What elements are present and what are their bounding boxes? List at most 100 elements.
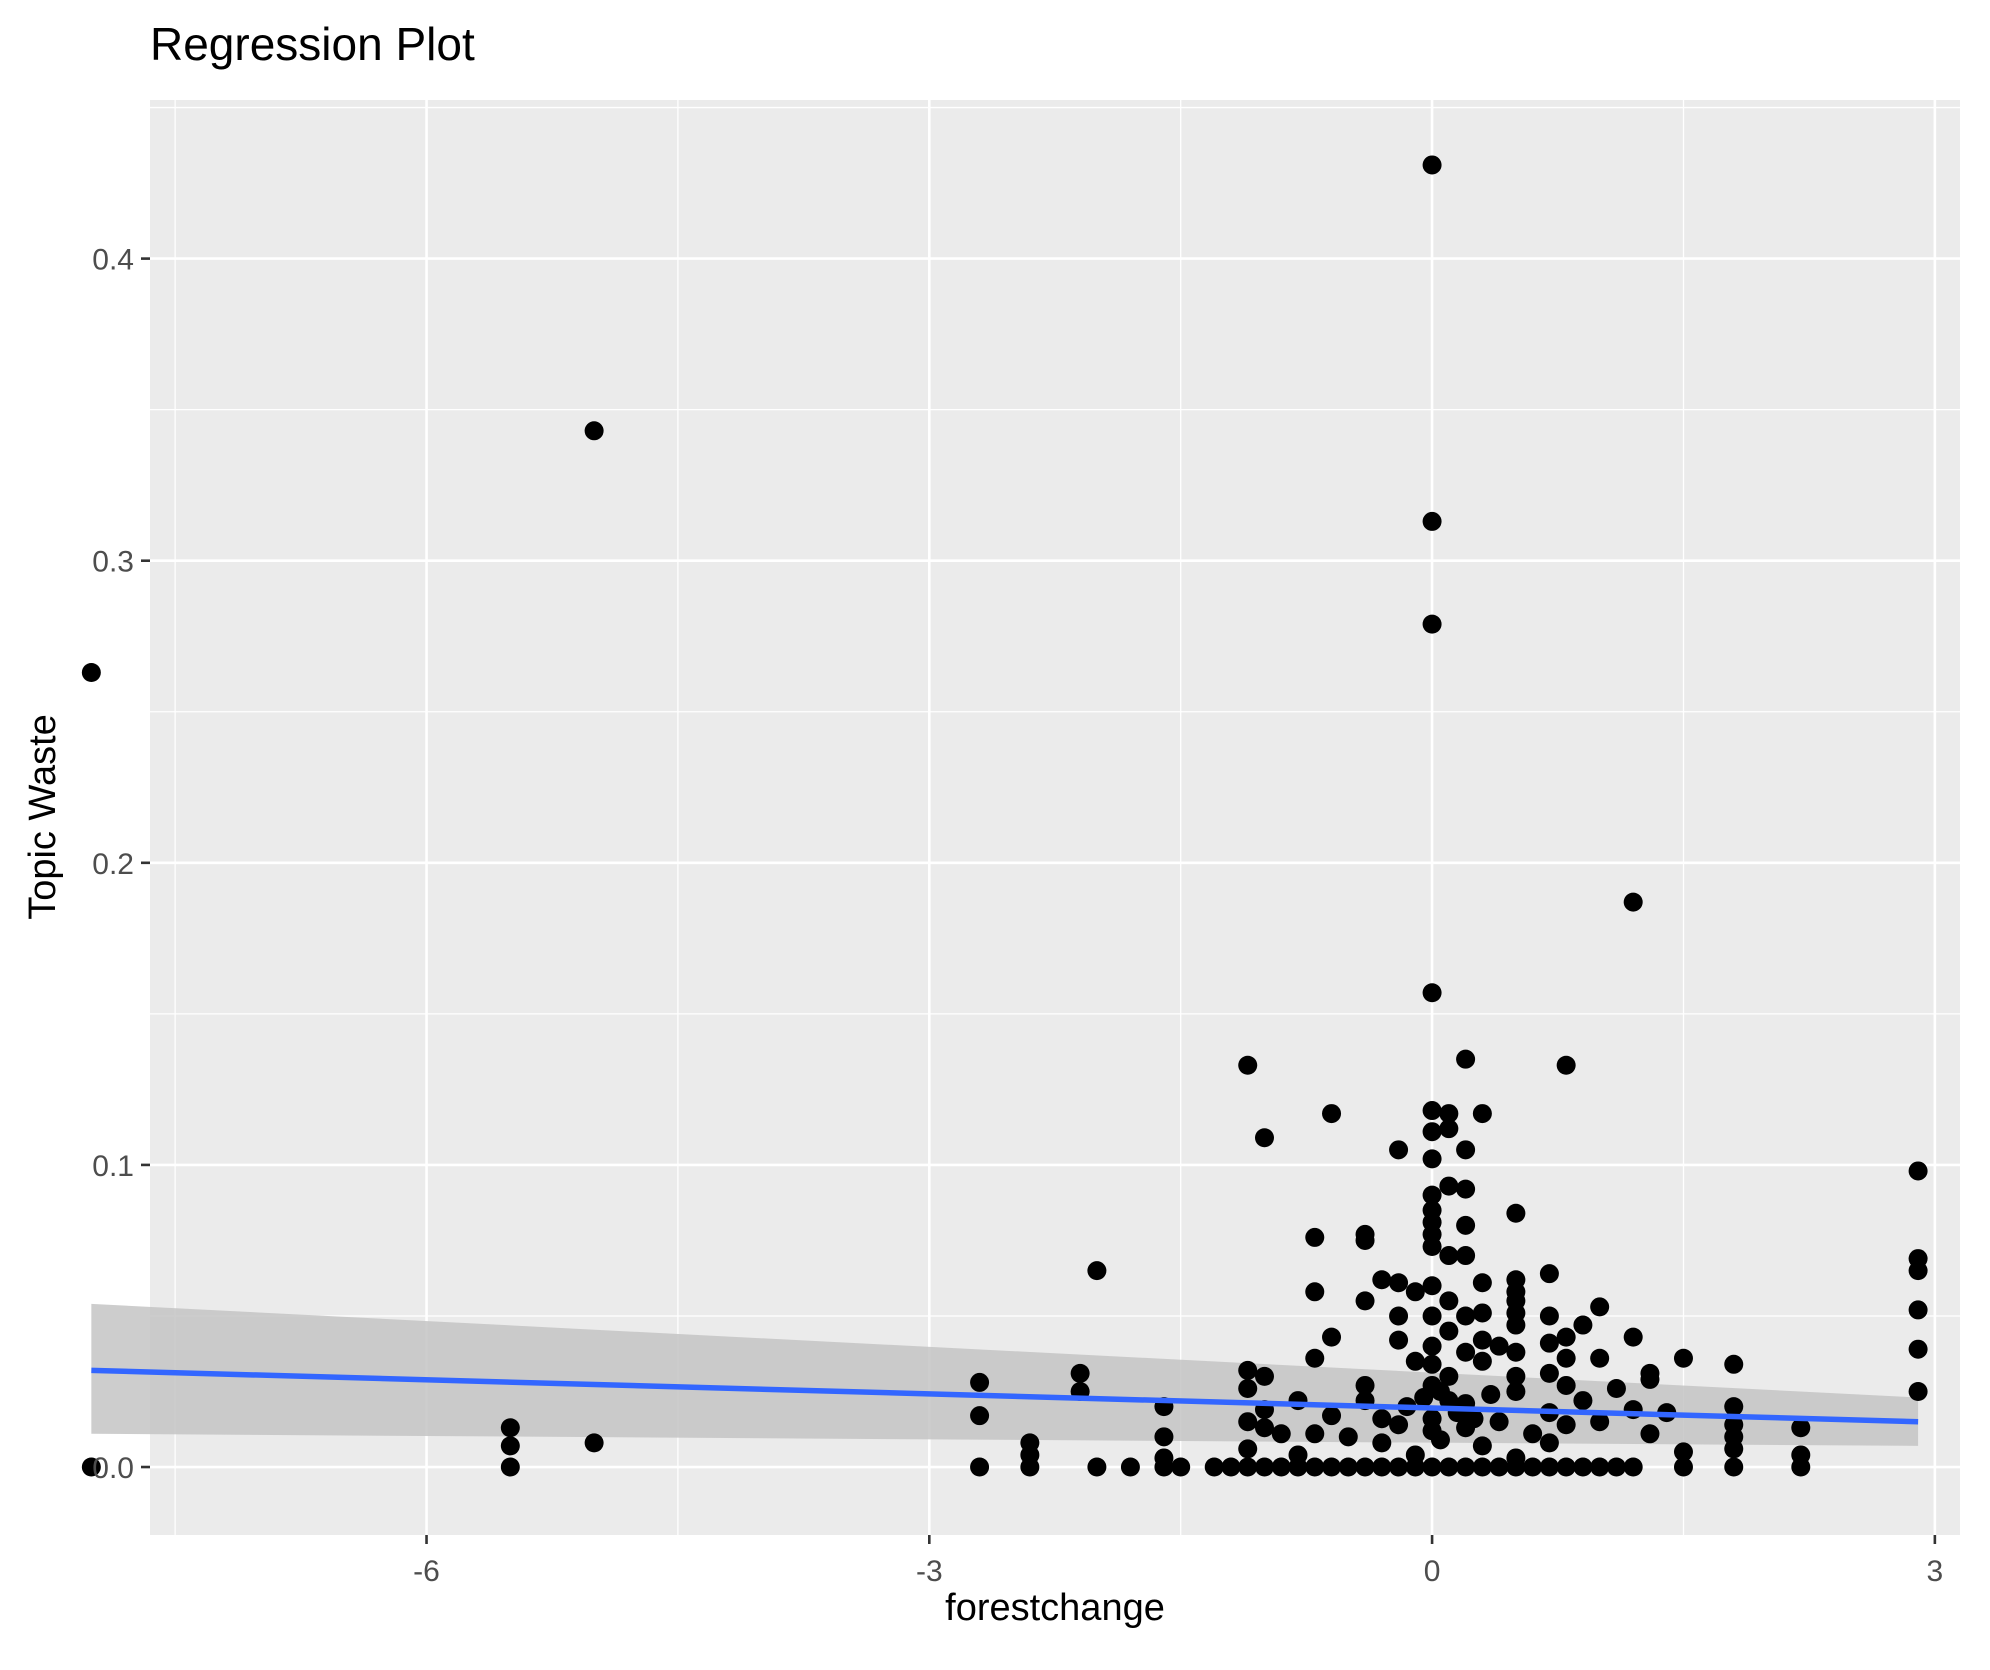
y-axis: 0.0 0.1 0.2 0.3 0.4 bbox=[92, 244, 150, 1485]
data-point bbox=[1506, 1342, 1526, 1362]
data-point bbox=[1908, 1161, 1928, 1181]
data-point bbox=[1489, 1336, 1509, 1356]
regression-line bbox=[91, 1367, 1919, 1425]
data-point bbox=[1422, 1236, 1442, 1256]
data-point bbox=[1355, 1291, 1375, 1311]
data-point bbox=[1355, 1375, 1375, 1395]
data-point bbox=[1606, 1457, 1626, 1477]
data-point bbox=[1908, 1339, 1928, 1359]
data-point bbox=[1254, 1457, 1274, 1477]
data-point bbox=[1539, 1333, 1559, 1353]
data-point bbox=[1238, 1439, 1258, 1459]
x-axis: -6 -3 0 3 bbox=[413, 1535, 1943, 1588]
data-point bbox=[1724, 1397, 1744, 1417]
data-point bbox=[500, 1457, 520, 1477]
data-point bbox=[1556, 1055, 1576, 1075]
data-point bbox=[1590, 1457, 1610, 1477]
x-tick-label: -6 bbox=[413, 1555, 440, 1588]
data-point bbox=[584, 1433, 604, 1453]
data-point bbox=[1472, 1436, 1492, 1456]
y-tick-label: 0.0 bbox=[92, 1452, 134, 1485]
data-point bbox=[1439, 1321, 1459, 1341]
data-point bbox=[1623, 892, 1643, 912]
data-point bbox=[1414, 1388, 1434, 1408]
data-point bbox=[1238, 1412, 1258, 1432]
data-point bbox=[1430, 1430, 1450, 1450]
data-point bbox=[1271, 1457, 1291, 1477]
data-point bbox=[1640, 1424, 1660, 1444]
data-point bbox=[1724, 1354, 1744, 1374]
data-point bbox=[1606, 1378, 1626, 1398]
data-point bbox=[1506, 1203, 1526, 1223]
data-point bbox=[1489, 1412, 1509, 1432]
data-point bbox=[1305, 1348, 1325, 1368]
data-point bbox=[1154, 1427, 1174, 1447]
data-point bbox=[1372, 1433, 1392, 1453]
data-point bbox=[1539, 1433, 1559, 1453]
data-point bbox=[1456, 1179, 1476, 1199]
x-tick-label: -3 bbox=[916, 1555, 943, 1588]
data-point bbox=[1087, 1457, 1107, 1477]
data-point bbox=[1489, 1457, 1509, 1477]
x-tick-label: 3 bbox=[1927, 1555, 1944, 1588]
data-point bbox=[1556, 1375, 1576, 1395]
data-point bbox=[1456, 1246, 1476, 1266]
data-point bbox=[1305, 1227, 1325, 1247]
data-point bbox=[1539, 1363, 1559, 1383]
data-point bbox=[1070, 1363, 1090, 1383]
data-point bbox=[1355, 1457, 1375, 1477]
data-point bbox=[1456, 1140, 1476, 1160]
data-point bbox=[1322, 1327, 1342, 1347]
data-point bbox=[1908, 1300, 1928, 1320]
y-tick-label: 0.2 bbox=[92, 848, 134, 881]
data-point bbox=[970, 1457, 990, 1477]
data-point bbox=[1389, 1273, 1409, 1293]
data-point bbox=[1087, 1261, 1107, 1281]
data-point bbox=[1506, 1366, 1526, 1386]
data-point bbox=[1322, 1406, 1342, 1426]
data-point bbox=[1456, 1215, 1476, 1235]
data-point bbox=[1254, 1128, 1274, 1148]
data-points bbox=[81, 155, 1928, 1477]
data-point bbox=[81, 662, 101, 682]
data-point bbox=[1338, 1457, 1358, 1477]
data-point bbox=[1673, 1348, 1693, 1368]
data-point bbox=[1422, 1101, 1442, 1121]
data-point bbox=[1556, 1348, 1576, 1368]
data-point bbox=[1539, 1264, 1559, 1284]
minor-gridlines bbox=[150, 100, 1960, 1535]
data-point bbox=[1422, 983, 1442, 1003]
data-point bbox=[1573, 1315, 1593, 1335]
data-point bbox=[1439, 1457, 1459, 1477]
chart-title: Regression Plot bbox=[150, 18, 475, 70]
data-point bbox=[1422, 1457, 1442, 1477]
y-tick-label: 0.1 bbox=[92, 1150, 134, 1183]
data-point bbox=[1405, 1351, 1425, 1371]
data-point bbox=[1472, 1457, 1492, 1477]
data-point bbox=[1556, 1457, 1576, 1477]
data-point bbox=[1422, 1336, 1442, 1356]
data-point bbox=[1422, 614, 1442, 634]
data-point bbox=[1422, 1185, 1442, 1205]
data-point bbox=[1355, 1230, 1375, 1250]
data-point bbox=[1120, 1457, 1140, 1477]
data-point bbox=[1908, 1261, 1928, 1281]
data-point bbox=[1238, 1457, 1258, 1477]
data-point bbox=[1472, 1273, 1492, 1293]
data-point bbox=[1472, 1351, 1492, 1371]
data-point bbox=[1238, 1055, 1258, 1075]
data-point bbox=[1506, 1315, 1526, 1335]
data-point bbox=[1523, 1424, 1543, 1444]
data-point bbox=[1673, 1457, 1693, 1477]
data-point bbox=[1389, 1330, 1409, 1350]
y-axis-label: Topic Waste bbox=[22, 714, 64, 920]
regression-line-layer bbox=[91, 1367, 1919, 1425]
data-point bbox=[1020, 1457, 1040, 1477]
data-point bbox=[970, 1406, 990, 1426]
data-point bbox=[1405, 1282, 1425, 1302]
data-point bbox=[1539, 1306, 1559, 1326]
data-point bbox=[1590, 1412, 1610, 1432]
data-point bbox=[1422, 1149, 1442, 1169]
